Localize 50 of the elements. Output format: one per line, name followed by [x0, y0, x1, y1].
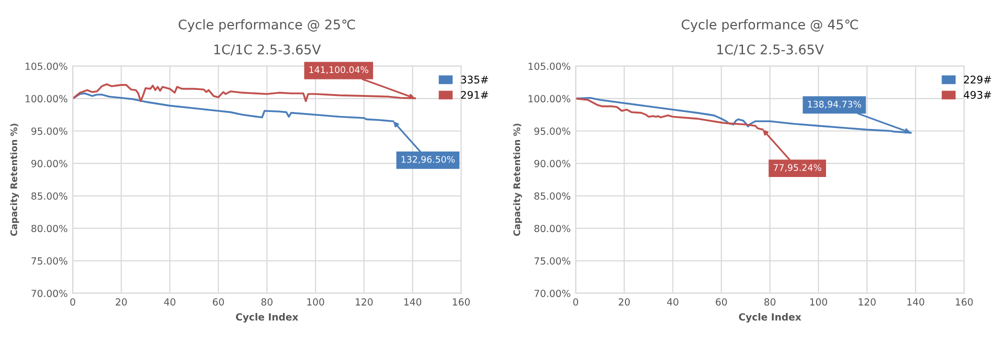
x-tick-label: 160: [452, 298, 470, 306]
chart-title: Cycle performance @ 25℃: [178, 19, 355, 32]
y-tick-label: 105.00%: [528, 62, 570, 70]
y-tick-label: 100.00%: [26, 95, 68, 102]
x-tick-label: 40: [164, 298, 176, 306]
legend-label: 493#: [964, 90, 992, 99]
y-axis-title: Capacity Retention %): [513, 124, 522, 236]
x-tick-label: 120: [356, 298, 373, 306]
x-tick-label: 160: [956, 298, 973, 306]
x-axis-title: Cycle Index: [738, 313, 802, 323]
annotation: 141,100.04%: [309, 66, 368, 74]
x-tick-label: 0: [70, 298, 76, 306]
y-tick-label: 80.00%: [534, 224, 570, 232]
legend-label: 229#: [964, 76, 992, 84]
chart-title: Cycle performance @ 45℃: [682, 19, 858, 32]
annotation: 77,95.24%: [774, 164, 822, 172]
y-tick-label: 70.00%: [534, 290, 570, 298]
y-tick-label: 75.00%: [32, 257, 68, 265]
x-tick-label: 140: [907, 298, 924, 306]
x-tick-label: 20: [618, 298, 630, 306]
x-tick-label: 60: [716, 298, 727, 306]
y-tick-label: 90.00%: [31, 160, 68, 168]
y-tick-label: 85.00%: [534, 192, 570, 200]
y-tick-label: 80.00%: [31, 224, 68, 232]
y-tick-label: 90.00%: [534, 160, 570, 168]
y-tick-label: 75.00%: [534, 257, 570, 265]
y-tick-label: 105.00%: [26, 62, 68, 70]
x-tick-label: 120: [858, 298, 876, 306]
y-tick-label: 70.00%: [32, 290, 68, 298]
legend-label: 291#: [461, 90, 488, 99]
x-tick-label: 40: [667, 298, 678, 306]
x-axis-title: Cycle Index: [236, 313, 298, 323]
x-tick-label: 100: [810, 298, 828, 306]
y-tick-label: 85.00%: [31, 192, 68, 200]
x-tick-label: 0: [573, 298, 578, 306]
y-tick-label: 95.00%: [534, 127, 570, 135]
y-tick-label: 95.00%: [31, 127, 68, 135]
x-tick-label: 100: [307, 298, 324, 306]
y-axis-title: Capacity Retention %): [10, 124, 20, 236]
x-tick-label: 140: [404, 298, 422, 306]
x-tick-label: 20: [116, 298, 127, 306]
chart-subtitle: 1C/1C 2.5-3.65V: [717, 44, 824, 56]
annotation: 138,94.73%: [808, 100, 862, 109]
annotation: 132,96.50%: [402, 156, 455, 164]
x-tick-label: 60: [212, 298, 224, 306]
chart-subtitle: 1C/1C 2.5-3.65V: [214, 44, 321, 56]
legend-label: 335#: [461, 76, 488, 84]
x-tick-label: 80: [764, 298, 776, 306]
x-tick-label: 80: [261, 298, 272, 306]
y-tick-label: 100.00%: [528, 95, 570, 102]
